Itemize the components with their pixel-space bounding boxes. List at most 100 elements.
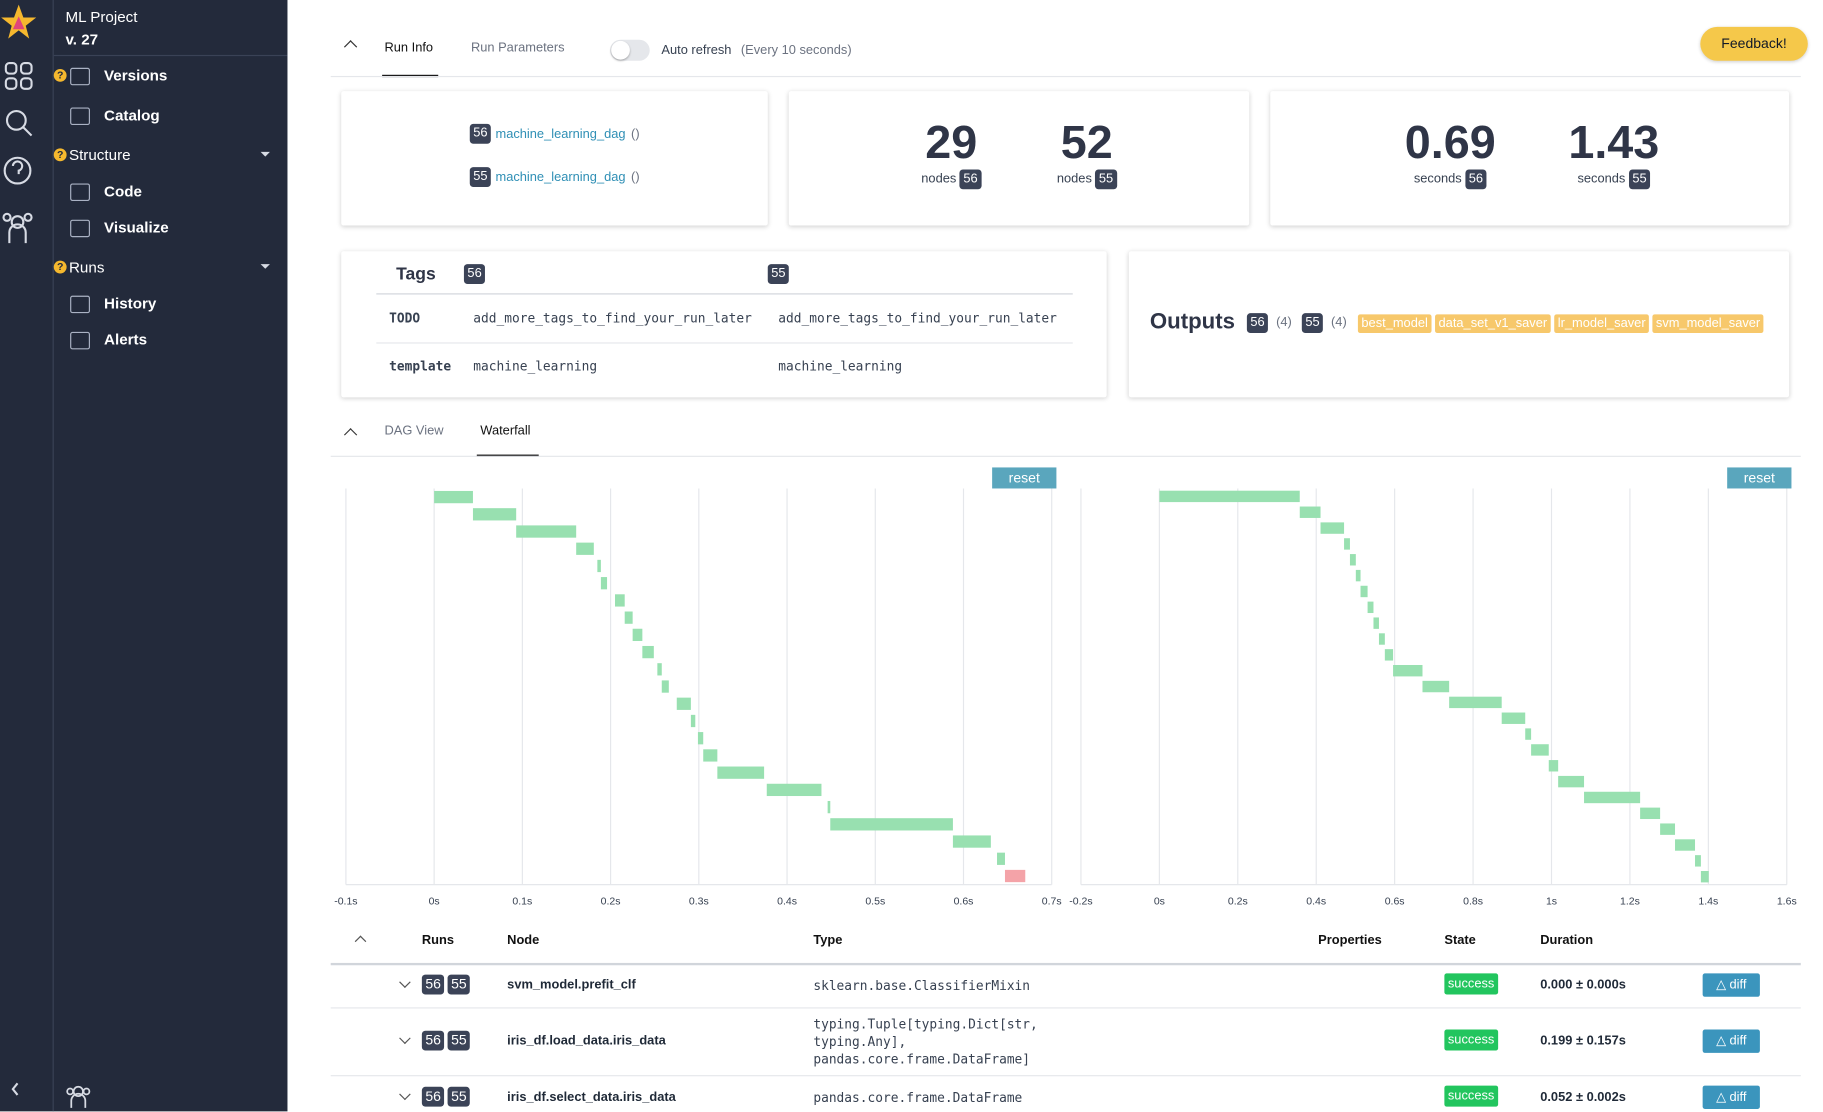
menu-section[interactable]: Structure bbox=[68, 146, 131, 164]
menu-item[interactable]: Visualize bbox=[104, 218, 169, 237]
x-tick-label: 0.2s bbox=[601, 895, 621, 907]
team-icon[interactable] bbox=[2, 212, 33, 244]
output-chip[interactable]: data_set_v1_saver bbox=[1435, 314, 1551, 334]
waterfall-bar bbox=[1393, 664, 1423, 677]
x-tick-label: 1.2s bbox=[1620, 895, 1640, 907]
stat-caption: seconds 55 bbox=[1532, 169, 1696, 190]
tags-divider bbox=[376, 293, 1073, 295]
team-footer-icon[interactable] bbox=[65, 1084, 93, 1110]
help-dot: ? bbox=[53, 68, 67, 82]
run-badge: 55 bbox=[767, 264, 790, 284]
waterfall-bar bbox=[1299, 506, 1321, 518]
waterfall-bar bbox=[1675, 839, 1696, 851]
waterfall-bar bbox=[1355, 569, 1361, 582]
dag-link[interactable]: machine_learning_dag bbox=[495, 127, 626, 142]
column-header: State bbox=[1444, 933, 1476, 948]
menu-item[interactable]: Alerts bbox=[104, 330, 148, 349]
waterfall-bar bbox=[1548, 760, 1559, 772]
output-chip[interactable]: svm_model_saver bbox=[1652, 314, 1764, 334]
node-type: sklearn.base.ClassifierMixin bbox=[813, 978, 1031, 994]
stat-label: nodes bbox=[921, 171, 957, 186]
output-count: (4) bbox=[1276, 315, 1292, 330]
waterfall-bar bbox=[434, 490, 473, 504]
section-caret bbox=[260, 151, 270, 161]
auto-refresh-note: (Every 10 seconds) bbox=[740, 43, 852, 58]
waterfall-bar bbox=[697, 732, 704, 745]
x-tick-label: 0.3s bbox=[689, 895, 709, 907]
menu-section[interactable]: Runs bbox=[68, 258, 105, 276]
stat-value: 52 bbox=[1060, 116, 1113, 169]
waterfall-bar bbox=[576, 542, 594, 555]
menu-icon bbox=[70, 295, 90, 314]
node-name: svm_model.prefit_clf bbox=[507, 978, 636, 993]
menu-item[interactable]: Versions bbox=[104, 66, 168, 85]
diff-button[interactable]: △ diff bbox=[1702, 1029, 1760, 1053]
waterfall-bar bbox=[1159, 490, 1300, 503]
waterfall-bar bbox=[1640, 807, 1661, 820]
tab[interactable]: Run Info bbox=[384, 40, 434, 55]
duration: 0.052 ± 0.002s bbox=[1540, 1090, 1626, 1105]
output-chip[interactable]: lr_model_saver bbox=[1554, 314, 1650, 334]
tags-title: Tags bbox=[396, 264, 436, 284]
waterfall-bar bbox=[703, 749, 718, 762]
collapse-icon[interactable] bbox=[11, 1082, 19, 1096]
logo-accent bbox=[12, 16, 25, 30]
run-badge: 55 bbox=[447, 974, 471, 995]
card bbox=[1270, 91, 1790, 226]
waterfall-bar bbox=[830, 818, 953, 831]
menu-item[interactable]: History bbox=[104, 294, 157, 313]
x-tick-label: 0.6s bbox=[954, 895, 974, 907]
duration: 0.000 ± 0.000s bbox=[1540, 978, 1626, 993]
node-type: typing.Any], bbox=[813, 1034, 907, 1050]
search-icon[interactable] bbox=[5, 109, 33, 137]
tab[interactable]: Waterfall bbox=[480, 424, 531, 439]
stat-caption: seconds 56 bbox=[1368, 169, 1532, 190]
reset-button[interactable]: reset bbox=[1727, 467, 1792, 489]
tab-underline bbox=[476, 454, 539, 457]
x-tick-label: 0.7s bbox=[1042, 895, 1062, 907]
waterfall-bar bbox=[1360, 585, 1368, 598]
tab-divider bbox=[330, 455, 1801, 457]
waterfall-bar bbox=[1320, 522, 1345, 534]
waterfall-bar bbox=[997, 852, 1005, 865]
reset-button[interactable]: reset bbox=[992, 467, 1057, 489]
grid-icon[interactable] bbox=[4, 62, 33, 90]
x-tick-label: 0.5s bbox=[865, 895, 885, 907]
tab[interactable]: Run Parameters bbox=[470, 40, 565, 55]
duration: 0.199 ± 0.157s bbox=[1540, 1034, 1626, 1049]
run-badge: 55 bbox=[1628, 169, 1651, 190]
run-badge: 56 bbox=[469, 123, 492, 144]
run-badge: 56 bbox=[463, 264, 486, 284]
waterfall-bar bbox=[1004, 869, 1026, 883]
tab-divider bbox=[330, 75, 1801, 78]
menu-item[interactable]: Code bbox=[104, 182, 142, 200]
waterfall-bar bbox=[952, 835, 991, 848]
waterfall-bar bbox=[600, 577, 608, 590]
menu-item[interactable]: Catalog bbox=[104, 106, 160, 124]
help-icon[interactable] bbox=[3, 156, 32, 185]
project-version: v. 27 bbox=[65, 30, 99, 48]
table-divider bbox=[330, 962, 1801, 965]
column-header: Node bbox=[507, 933, 540, 948]
diff-button[interactable]: △ diff bbox=[1702, 1085, 1760, 1109]
feedback-button[interactable]: Feedback! bbox=[1700, 26, 1808, 61]
run-badge: 56 bbox=[1465, 169, 1487, 190]
output-chip[interactable]: best_model bbox=[1357, 314, 1432, 334]
dag-link[interactable]: machine_learning_dag bbox=[495, 170, 626, 185]
waterfall-bar bbox=[642, 645, 654, 659]
run-badge: 55 bbox=[447, 1030, 471, 1051]
waterfall-bar bbox=[1695, 855, 1701, 867]
waterfall-bar bbox=[1501, 712, 1526, 724]
diff-button[interactable]: △ diff bbox=[1702, 973, 1760, 997]
waterfall-bar bbox=[1525, 728, 1532, 740]
x-tick-label: -0.2s bbox=[1069, 895, 1092, 907]
tab[interactable]: DAG View bbox=[384, 424, 444, 439]
waterfall-bar bbox=[676, 697, 691, 710]
waterfall-bar bbox=[657, 663, 662, 676]
waterfall-bar bbox=[1367, 601, 1374, 614]
card bbox=[341, 91, 768, 226]
waterfall-bar bbox=[1384, 649, 1394, 661]
x-tick-label: 0.2s bbox=[1228, 895, 1248, 907]
